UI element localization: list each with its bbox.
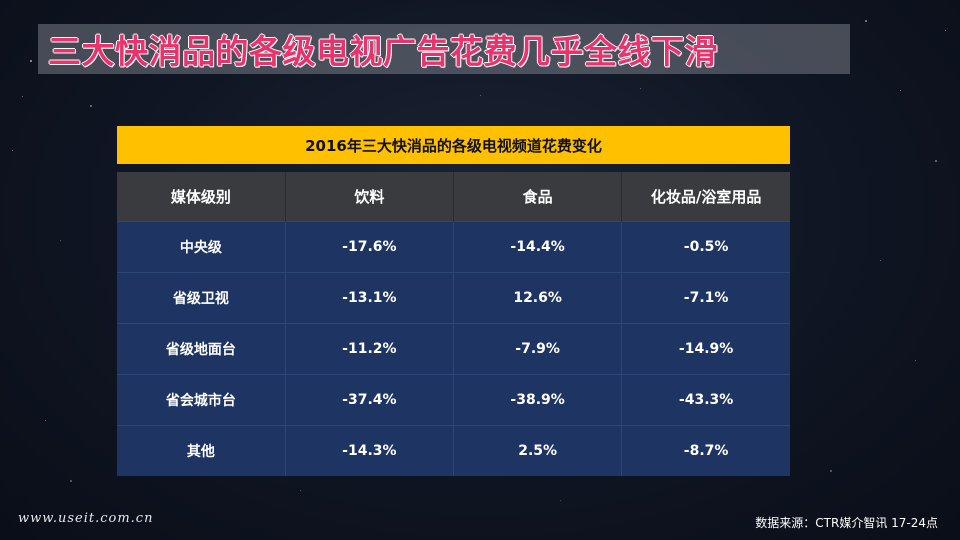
header-beverage: 饮料 [285,172,455,222]
cell-food: -14.4% [453,221,623,273]
table-row: 省会城市台 -37.4% -38.9% -43.3% [117,374,790,426]
data-table-panel: 2016年三大快消品的各级电视频道花费变化 媒体级别 饮料 食品 化妆品/浴室用… [117,126,790,476]
cell-food: 2.5% [453,425,623,476]
header-media-level: 媒体级别 [117,172,286,222]
cell-cosmetics: -0.5% [621,221,790,273]
table-row: 其他 -14.3% 2.5% -8.7% [117,425,790,476]
table-caption: 2016年三大快消品的各级电视频道花费变化 [117,126,790,164]
table-header-row: 媒体级别 饮料 食品 化妆品/浴室用品 [117,172,790,222]
table-row: 省级地面台 -11.2% -7.9% -14.9% [117,323,790,375]
cell-food: -38.9% [453,374,623,426]
cell-beverage: -37.4% [285,374,455,426]
table-row: 中央级 -17.6% -14.4% -0.5% [117,221,790,273]
row-label: 其他 [117,425,286,476]
cell-cosmetics: -8.7% [621,425,790,476]
slide-title: 三大快消品的各级电视广告花费几乎全线下滑 [48,32,718,71]
data-source-note: 数据来源：CTR媒介智讯 17-24点 [755,516,938,530]
cell-cosmetics: -43.3% [621,374,790,426]
cell-beverage: -17.6% [285,221,455,273]
cell-beverage: -14.3% [285,425,455,476]
cell-food: 12.6% [453,272,623,324]
row-label: 省会城市台 [117,374,286,426]
spend-change-table: 媒体级别 饮料 食品 化妆品/浴室用品 中央级 -17.6% -14.4% -0… [117,172,790,476]
row-label: 中央级 [117,221,286,273]
row-label: 省级地面台 [117,323,286,375]
cell-cosmetics: -7.1% [621,272,790,324]
cell-beverage: -13.1% [285,272,455,324]
header-food: 食品 [453,172,623,222]
title-banner: 三大快消品的各级电视广告花费几乎全线下滑 [38,24,850,74]
row-label: 省级卫视 [117,272,286,324]
site-watermark: www.useit.com.cn [18,511,154,526]
cell-beverage: -11.2% [285,323,455,375]
header-cosmetics: 化妆品/浴室用品 [621,172,790,222]
table-row: 省级卫视 -13.1% 12.6% -7.1% [117,272,790,324]
cell-food: -7.9% [453,323,623,375]
cell-cosmetics: -14.9% [621,323,790,375]
